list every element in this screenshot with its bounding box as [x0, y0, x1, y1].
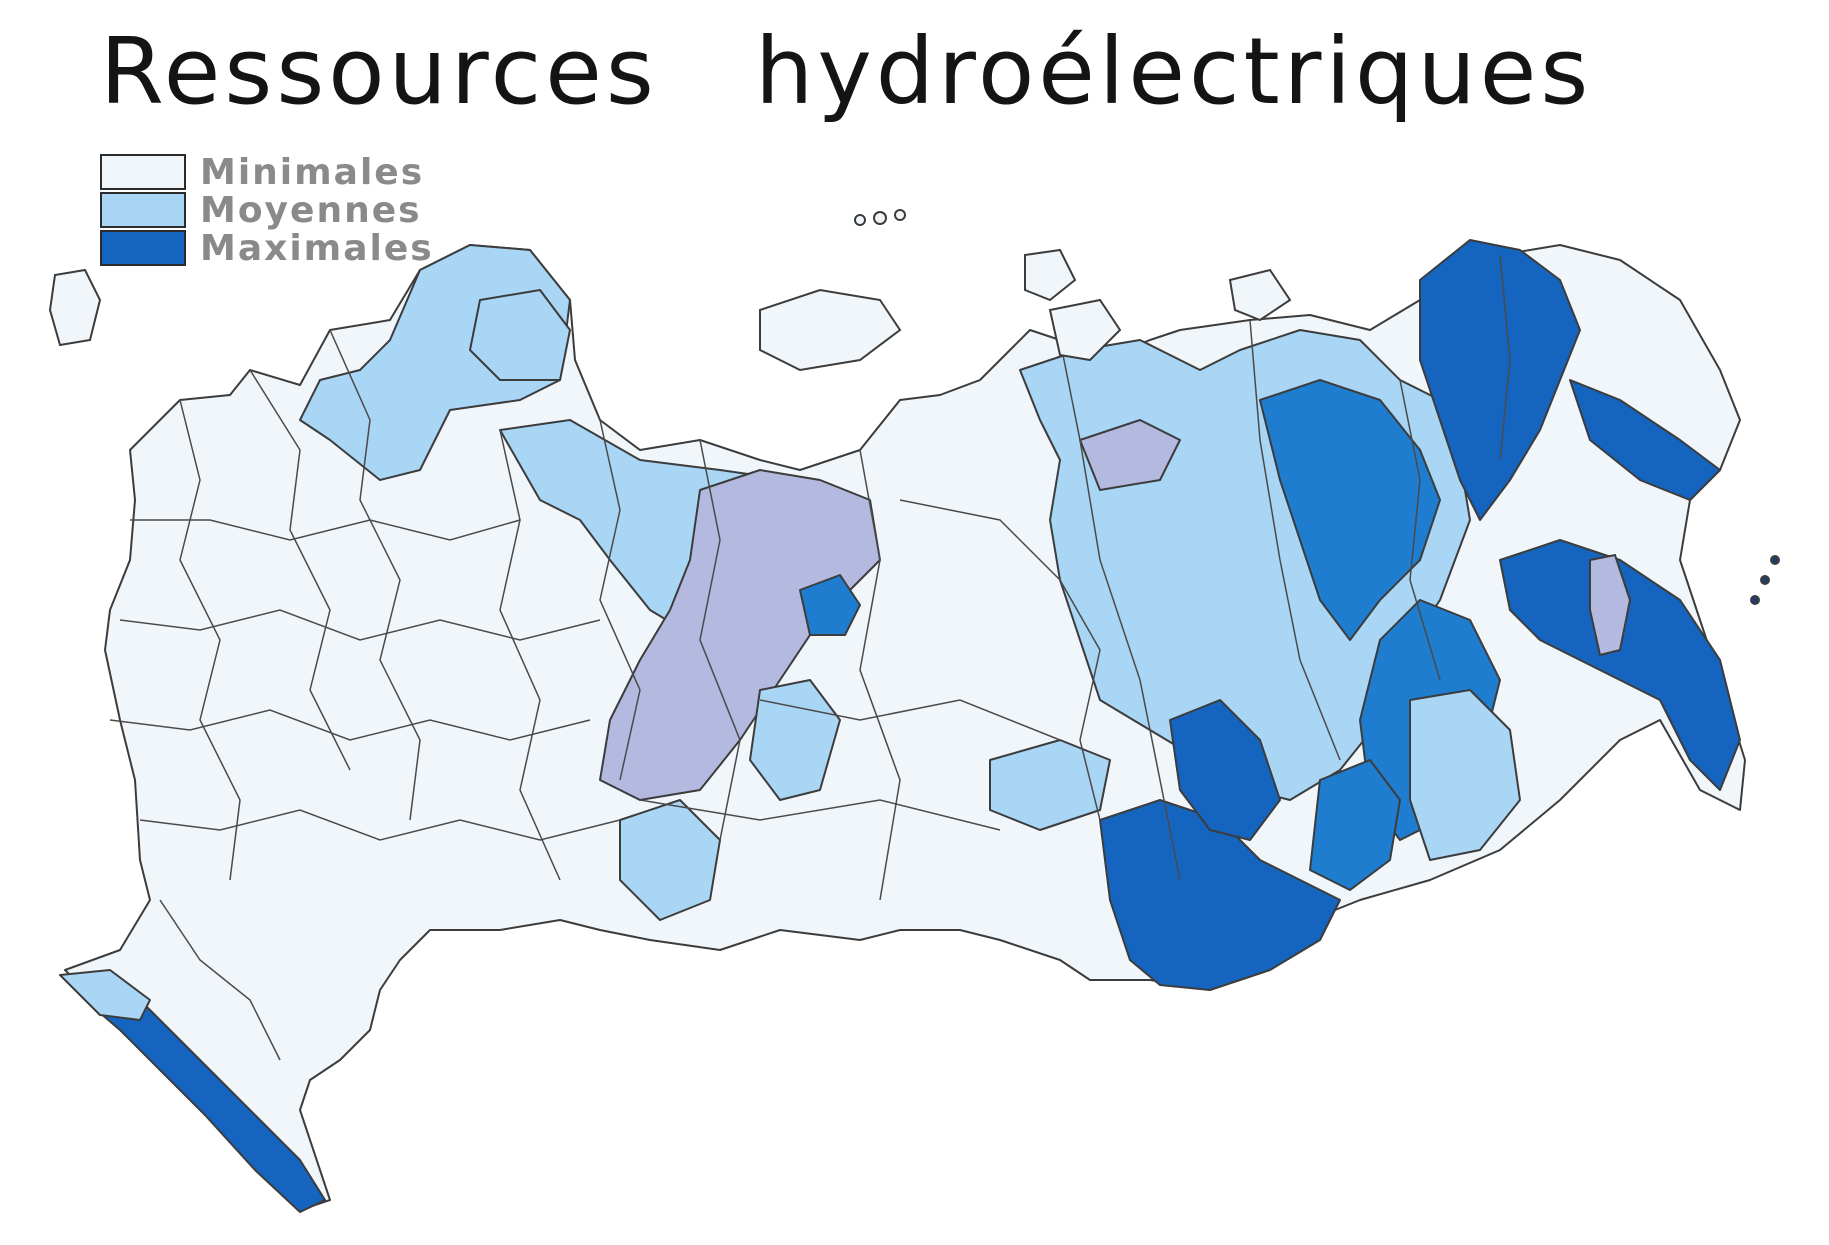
legend-label-minimales: Minimales [200, 151, 425, 193]
island-small-2 [873, 211, 887, 225]
region-amur-high [1309, 759, 1401, 891]
legend-swatch-maximales [100, 230, 186, 266]
island-small-1 [854, 214, 866, 226]
legend-item-minimales: Minimales [100, 151, 434, 193]
region-kamchatka-max [1569, 379, 1721, 501]
island-kuril-1 [1750, 595, 1760, 605]
region-yakutia-high [1259, 379, 1441, 641]
legend: Minimales Moyennes Maximales [100, 151, 434, 269]
island-small-3 [894, 209, 906, 221]
region-central-medium [749, 679, 841, 801]
island-kuril-2 [1760, 575, 1770, 585]
region-chukotka-max [1419, 239, 1581, 521]
island-novaya-zemlya [759, 288, 902, 372]
islands [48, 209, 1780, 657]
map-land [59, 239, 1746, 1213]
legend-item-maximales: Maximales [100, 227, 434, 269]
island-severnaya-zemlya [1048, 298, 1122, 362]
admin-borders [109, 254, 1511, 1061]
legend-label-moyennes: Moyennes [200, 189, 422, 231]
legend-swatch-minimales [100, 154, 186, 190]
island-kuril-3 [1770, 555, 1780, 565]
region-caucasus-max [84, 999, 326, 1213]
region-caucasus-medium [59, 969, 151, 1021]
island-franz-josef [1024, 248, 1077, 302]
region-volga-medium [619, 799, 721, 921]
region-taimyr-purple [1079, 419, 1181, 491]
island-new-siberian [1228, 268, 1292, 322]
island-sakhalin [1589, 553, 1632, 657]
legend-item-moyennes: Moyennes [100, 189, 434, 231]
region-kola-medium [469, 289, 571, 381]
region-ural-purple [599, 469, 881, 801]
region-sayan-max [1169, 699, 1281, 841]
island-svalbard-west [48, 268, 102, 347]
legend-label-maximales: Maximales [200, 227, 434, 269]
map-title: Ressources hydroélectriques [100, 18, 1593, 125]
legend-swatch-moyennes [100, 192, 186, 228]
region-okhotsk-max [1499, 539, 1741, 791]
region-ural-high [799, 574, 861, 636]
region-primorye-medium [1409, 689, 1521, 861]
